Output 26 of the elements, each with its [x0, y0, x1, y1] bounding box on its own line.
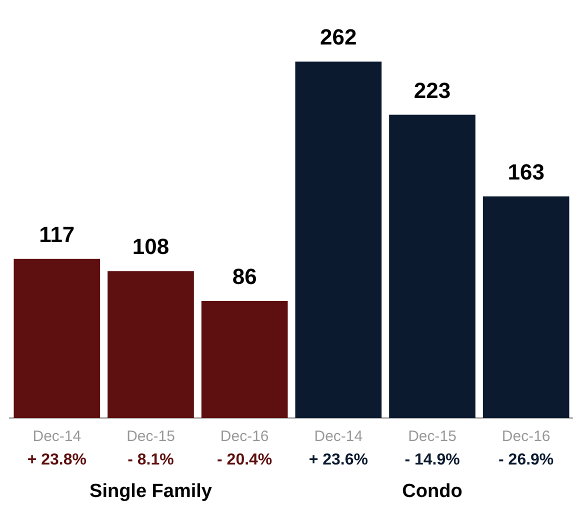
- bar: [295, 62, 382, 418]
- data-label: 223: [414, 78, 451, 103]
- text: - 26.9%: [498, 451, 554, 468]
- bar: [201, 301, 288, 418]
- x-tick-label: Dec-14: [314, 428, 363, 446]
- data-label: 117: [39, 222, 75, 247]
- text: - 8.1%: [128, 451, 174, 468]
- x-tick-label: Dec-15: [408, 428, 456, 446]
- text: + 23.8%: [27, 451, 86, 468]
- bar: [482, 196, 570, 418]
- text: + 23.6%: [308, 451, 368, 468]
- data-label: 163: [508, 159, 544, 184]
- bar: [108, 271, 194, 418]
- bar: [14, 258, 100, 418]
- bar: [389, 114, 476, 418]
- data-label: 262: [320, 24, 357, 50]
- x-tick-label: Dec-16: [220, 428, 269, 446]
- data-label: 86: [232, 264, 257, 290]
- x-tick-label: Dec-15: [126, 428, 175, 446]
- text: - 14.9%: [404, 451, 460, 468]
- data-label: 108: [132, 234, 170, 260]
- x-tick-label: Dec-16: [502, 428, 550, 446]
- text: Condo: [402, 481, 462, 502]
- text: Single Family: [90, 481, 212, 502]
- text: - 20.4%: [217, 451, 272, 468]
- x-tick-label: Dec-14: [32, 428, 82, 446]
